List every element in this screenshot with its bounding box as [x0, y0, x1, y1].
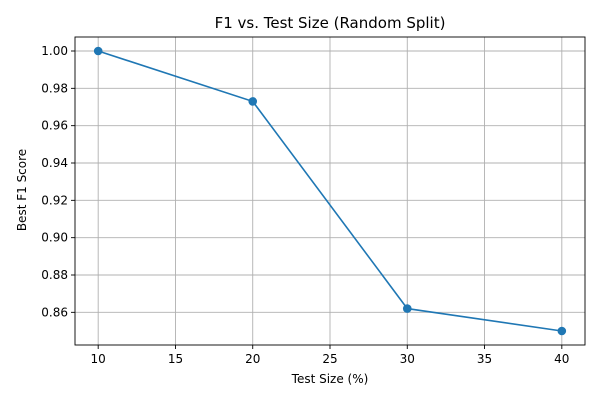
y-tick-label: 1.00	[41, 44, 68, 58]
y-tick-label: 0.88	[41, 268, 68, 282]
x-tick-label: 10	[91, 352, 106, 366]
x-axis-label: Test Size (%)	[291, 372, 369, 386]
y-tick-label: 0.98	[41, 81, 68, 95]
y-tick-label: 0.92	[41, 193, 68, 207]
x-tick-label: 25	[322, 352, 337, 366]
series-line	[97, 50, 562, 332]
data-point	[557, 326, 567, 336]
data-point	[402, 304, 412, 313]
y-tick-label: 0.96	[41, 119, 68, 133]
x-tick-label: 30	[400, 352, 415, 366]
data-point	[248, 97, 258, 106]
y-tick-label: 0.90	[41, 231, 68, 245]
x-tick-label: 20	[245, 352, 260, 366]
x-tick-label: 35	[477, 352, 492, 366]
y-tick-label: 0.94	[41, 156, 68, 170]
chart-title: F1 vs. Test Size (Random Split)	[215, 14, 446, 32]
x-tick-label: 40	[554, 352, 569, 366]
y-axis-ticks: 0.86 0.88 0.90 0.92 0.94 0.96 0.98 1.00	[41, 44, 75, 319]
data-point	[93, 46, 103, 56]
series-layer	[93, 46, 567, 336]
y-axis-label: Best F1 Score	[15, 149, 29, 231]
x-tick-label: 15	[168, 352, 183, 366]
x-axis-ticks: 10 15 20 25 30 35 40	[91, 345, 569, 366]
y-tick-label: 0.86	[41, 305, 68, 319]
grid-lines	[75, 37, 585, 345]
